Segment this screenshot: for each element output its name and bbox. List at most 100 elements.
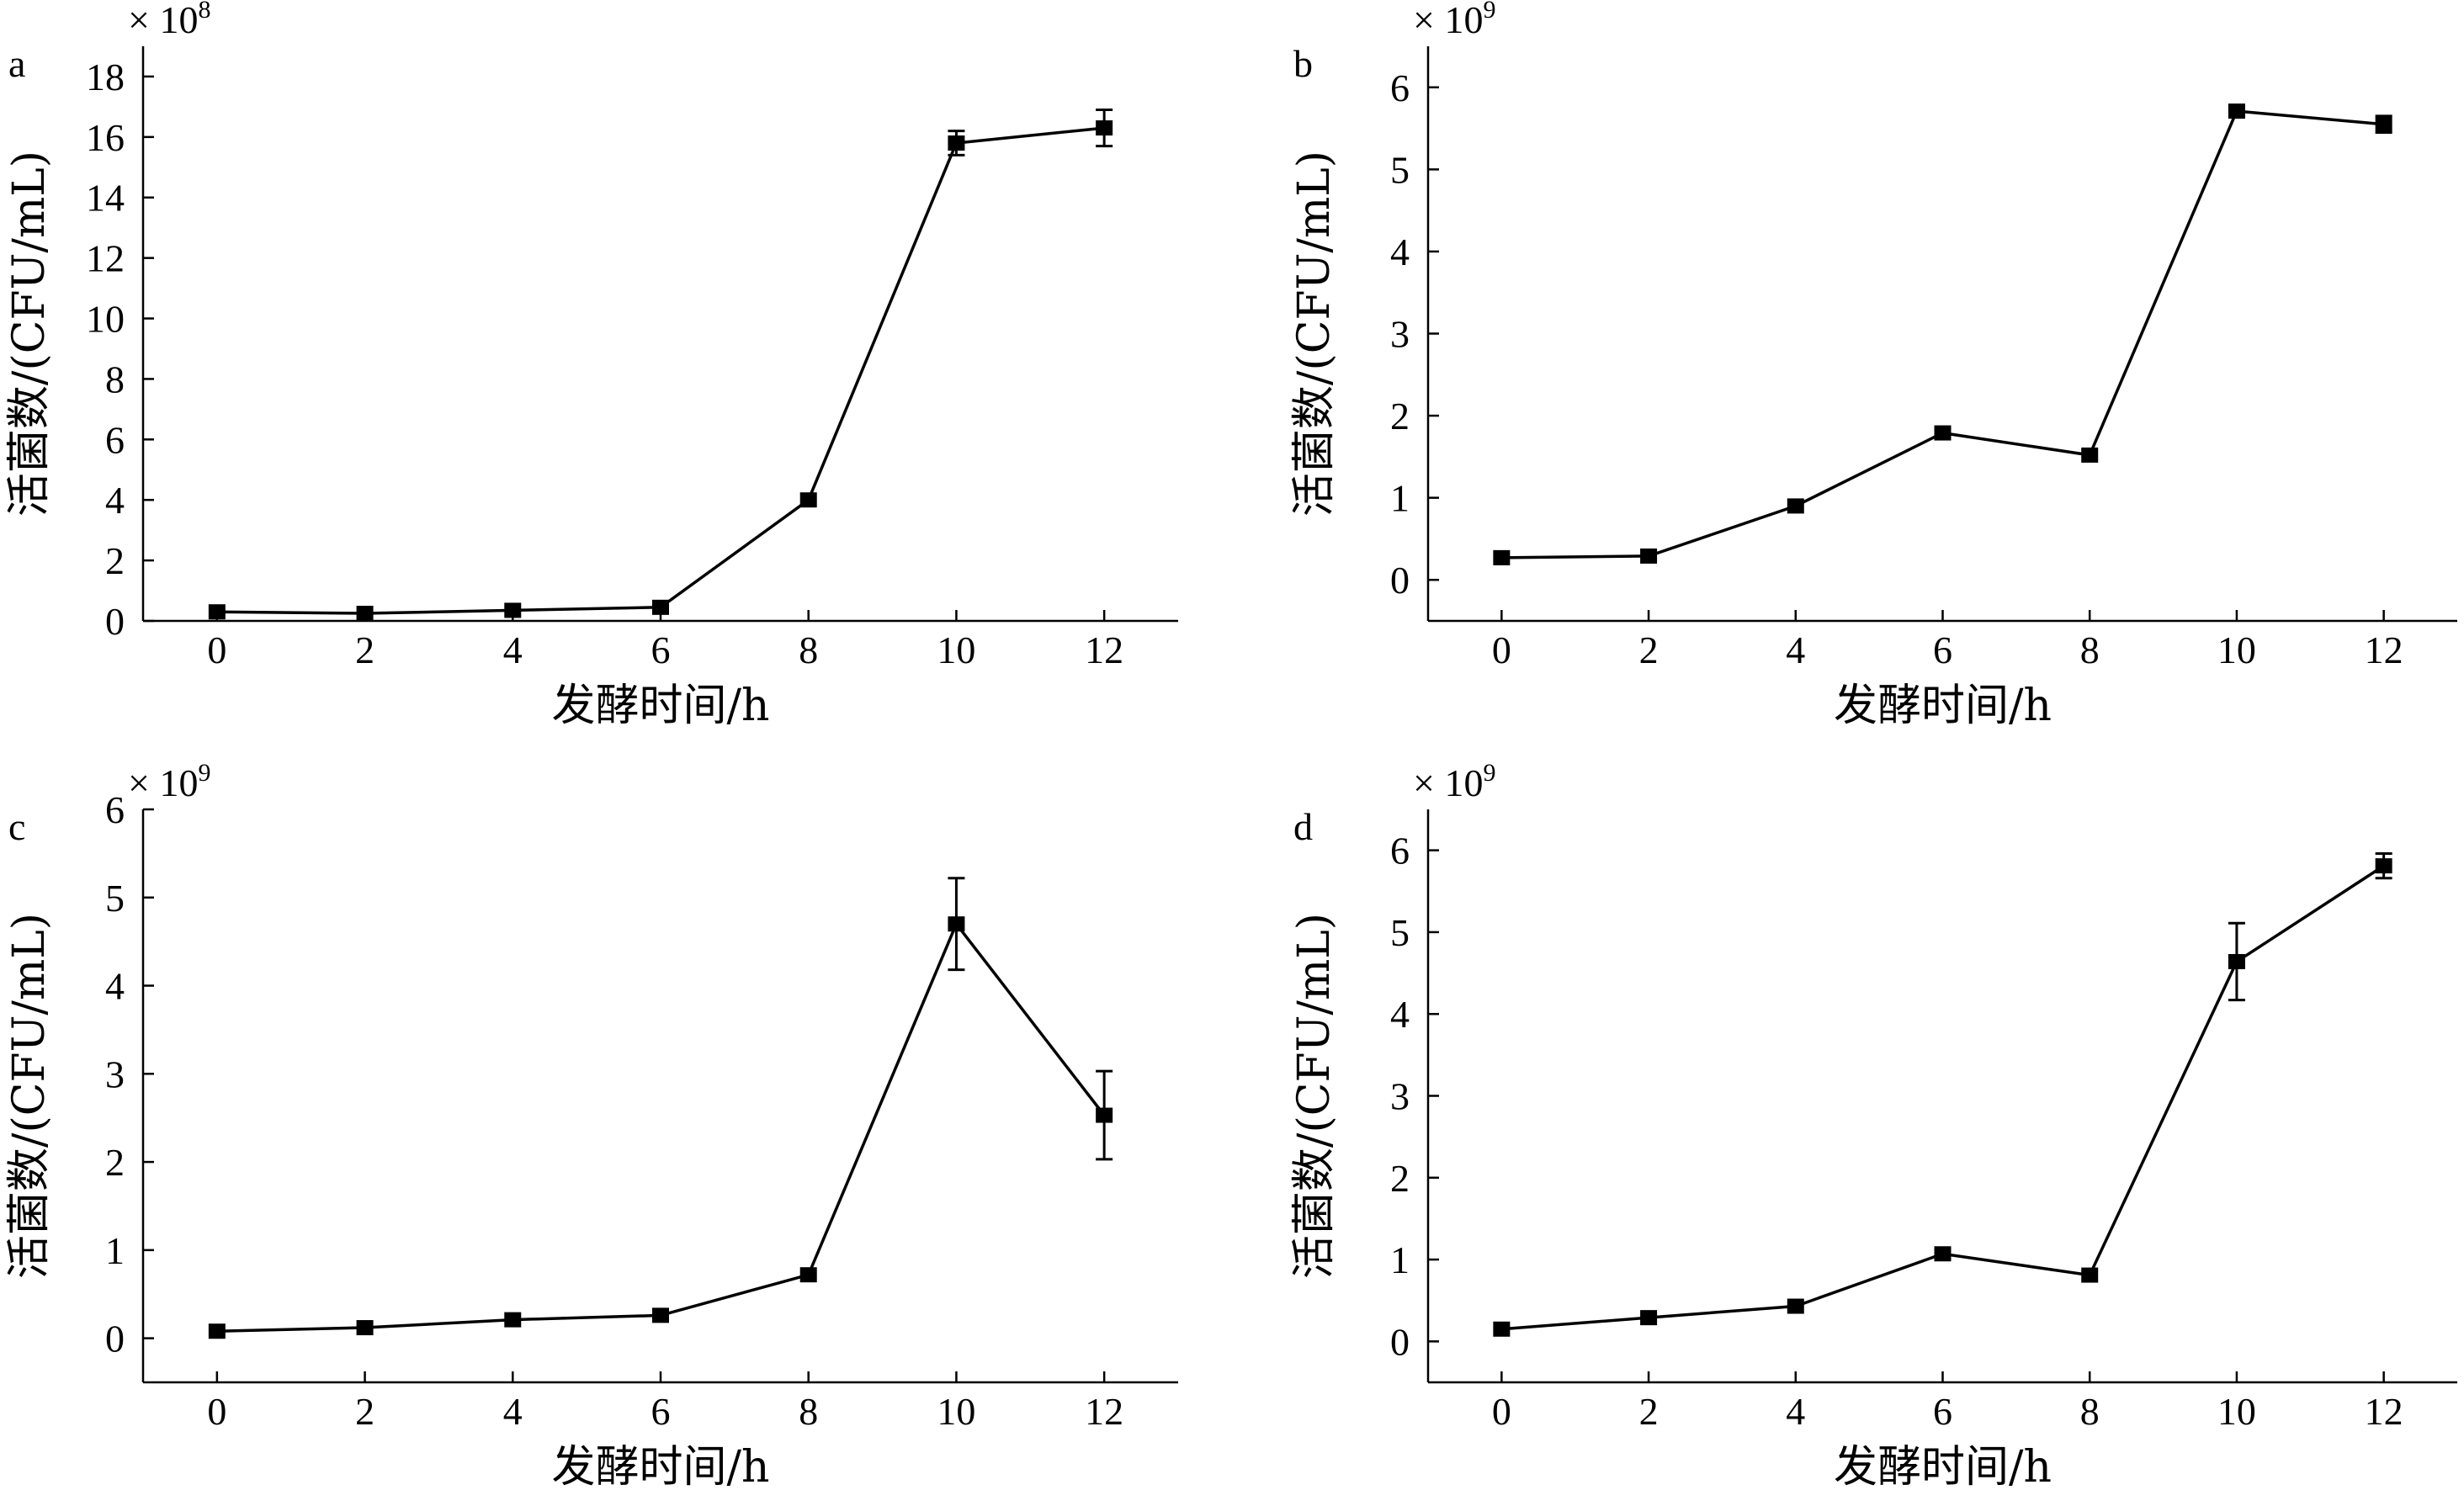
axis-multiplier: × 109 xyxy=(128,759,210,804)
multiplier-base: × 10 xyxy=(128,761,198,804)
data-point xyxy=(356,606,374,622)
multiplier-exponent: 8 xyxy=(198,0,210,24)
x-tick-label: 0 xyxy=(207,628,226,671)
chart-panel-a: 0 2 4 6 8 10 12 14 16 18 0 2 4 6 8 10 12 发酵时间/h 活菌数/(CFU/m… xyxy=(4,0,1178,731)
data-point xyxy=(504,602,522,618)
multiplier-base: × 10 xyxy=(1413,0,1483,41)
panel-letter: d xyxy=(1293,805,1313,848)
data-point xyxy=(356,1320,374,1336)
x-tick-label: 8 xyxy=(2080,628,2100,671)
x-tick-label: 6 xyxy=(651,628,671,671)
data-point xyxy=(1787,498,1804,514)
axis-multiplier: × 108 xyxy=(128,0,210,41)
x-tick-label: 6 xyxy=(1933,628,1952,671)
x-tick-label: 2 xyxy=(355,628,374,671)
data-point xyxy=(1787,1298,1804,1314)
data-point xyxy=(2228,103,2245,119)
y-tick-label: 4 xyxy=(105,965,125,1008)
x-tick-label: 12 xyxy=(2365,628,2403,671)
data-point xyxy=(799,1267,817,1283)
y-tick-label: 8 xyxy=(105,358,125,400)
data-point xyxy=(208,604,226,620)
data-point xyxy=(1640,548,1658,564)
x-tick-label: 8 xyxy=(2080,1390,2100,1433)
data-point xyxy=(2375,858,2392,874)
series-line xyxy=(1501,109,2384,559)
x-tick-label: 2 xyxy=(1639,1390,1659,1433)
y-axis-title: 活菌数/(CFU/mL) xyxy=(1289,151,1340,517)
data-point xyxy=(948,135,965,151)
x-tick-label: 10 xyxy=(2217,1390,2256,1433)
y-tick-label: 6 xyxy=(1390,66,1410,109)
data-point xyxy=(2081,1267,2099,1283)
x-tick-label: 0 xyxy=(1492,628,1511,671)
data-point xyxy=(652,599,669,615)
y-tick-label: 5 xyxy=(105,877,125,920)
y-axis-title: 活菌数/(CFU/mL) xyxy=(1289,913,1340,1279)
data-point xyxy=(799,492,817,508)
panel-letter: b xyxy=(1293,42,1313,85)
y-tick-label: 0 xyxy=(1390,1320,1410,1363)
y-tick-label: 6 xyxy=(1390,830,1410,872)
x-tick-label: 4 xyxy=(503,1390,523,1433)
y-tick-label: 4 xyxy=(1390,993,1410,1036)
y-tick-label: 3 xyxy=(105,1053,125,1095)
y-tick-label: 14 xyxy=(86,177,125,220)
y-tick-label: 0 xyxy=(1390,559,1410,602)
x-tick-label: 0 xyxy=(1492,1390,1511,1433)
data-point xyxy=(1096,120,1113,136)
data-point xyxy=(2375,116,2392,132)
y-tick-label: 3 xyxy=(1390,313,1410,356)
x-tick-label: 8 xyxy=(799,628,818,671)
x-tick-label: 2 xyxy=(1639,628,1659,671)
y-tick-label: 0 xyxy=(105,1318,125,1360)
y-tick-label: 5 xyxy=(1390,911,1410,954)
y-tick-label: 1 xyxy=(1390,1238,1410,1281)
y-tick-label: 0 xyxy=(105,600,125,643)
y-tick-label: 1 xyxy=(1390,477,1410,520)
y-tick-label: 4 xyxy=(105,479,125,522)
data-point xyxy=(1934,1246,1952,1262)
series-line xyxy=(216,126,1105,615)
y-tick-label: 2 xyxy=(105,1141,125,1184)
data-point xyxy=(504,1312,522,1328)
axis-multiplier: × 109 xyxy=(1413,0,1495,41)
x-tick-label: 10 xyxy=(2217,628,2256,671)
x-tick-label: 0 xyxy=(207,1390,226,1433)
y-tick-label: 3 xyxy=(1390,1075,1410,1118)
y-tick-label: 2 xyxy=(1390,1157,1410,1200)
y-tick-label: 2 xyxy=(105,539,125,582)
y-tick-label: 2 xyxy=(1390,395,1410,437)
x-tick-label: 12 xyxy=(1085,628,1123,671)
multiplier-base: × 10 xyxy=(1413,761,1483,804)
data-point xyxy=(652,1307,669,1323)
y-tick-label: 18 xyxy=(86,56,125,98)
y-tick-label: 6 xyxy=(105,788,125,831)
y-axis-title: 活菌数/(CFU/mL) xyxy=(4,151,55,517)
data-point xyxy=(1096,1107,1113,1123)
x-tick-label: 4 xyxy=(1786,1390,1805,1433)
multiplier-base: × 10 xyxy=(128,0,198,41)
y-tick-label: 10 xyxy=(86,298,125,341)
series-line xyxy=(216,920,1106,1333)
x-axis-title: 发酵时间/h xyxy=(551,1442,769,1493)
multiplier-exponent: 9 xyxy=(1483,759,1495,787)
y-tick-label: 12 xyxy=(86,237,125,280)
data-point xyxy=(2081,447,2099,463)
x-tick-label: 12 xyxy=(2365,1390,2403,1433)
y-tick-label: 4 xyxy=(1390,231,1410,273)
panel-letter: a xyxy=(8,42,25,85)
data-point xyxy=(948,916,965,932)
axis-multiplier: × 109 xyxy=(1413,759,1495,804)
data-point xyxy=(1640,1310,1658,1326)
x-tick-label: 6 xyxy=(1933,1390,1952,1433)
multiplier-exponent: 9 xyxy=(1483,0,1495,24)
x-axis-title: 发酵时间/h xyxy=(1834,1442,2052,1493)
data-point xyxy=(1934,425,1952,441)
x-axis-title: 发酵时间/h xyxy=(551,681,769,731)
x-axis-title: 发酵时间/h xyxy=(1834,681,2052,731)
